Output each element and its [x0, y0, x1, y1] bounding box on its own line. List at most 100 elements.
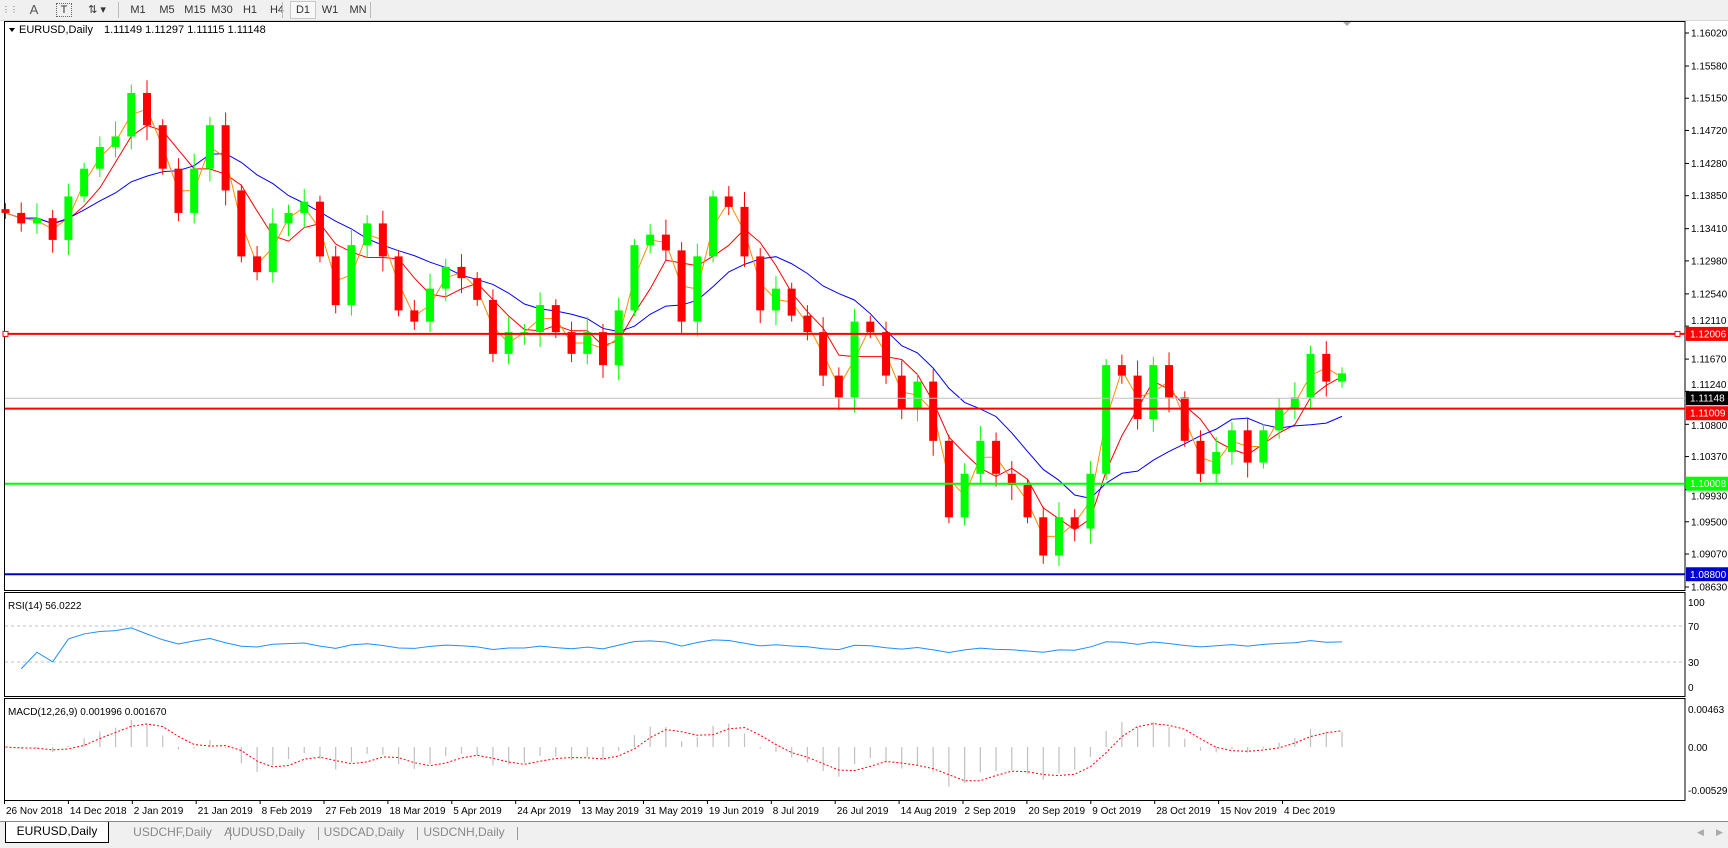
candle: [756, 248, 765, 324]
rsi-tick-label: 0: [1688, 683, 1694, 694]
scroll-left-arrow[interactable]: ◀: [1697, 827, 1704, 837]
time-axis-label: 4 Dec 2019: [1284, 806, 1336, 817]
price-tick-label: 1.12540: [1691, 289, 1728, 300]
candle: [363, 215, 372, 258]
timeframe-m5[interactable]: M5: [159, 4, 175, 16]
timeframe-h1[interactable]: H1: [242, 4, 258, 16]
line-handle[interactable]: [2, 330, 9, 337]
time-axis-label: 26 Nov 2018: [6, 806, 63, 817]
text-a-icon[interactable]: A: [29, 2, 39, 17]
tab-usdchf[interactable]: USDCHF,Daily: [133, 825, 212, 839]
horizontal-line-price-label: 1.08800: [1690, 570, 1727, 581]
tab-usdcnh[interactable]: USDCNH,Daily: [423, 825, 505, 839]
rsi-pane: [4, 592, 1686, 697]
candle: [457, 254, 466, 294]
candle: [95, 136, 104, 177]
candle: [127, 84, 136, 150]
timeframe-m1[interactable]: M1: [130, 4, 146, 16]
price-tick-label: 1.12980: [1691, 256, 1728, 267]
time-axis-label: 31 May 2019: [645, 806, 703, 817]
macd-tick-label: 0.00: [1688, 743, 1708, 754]
candle: [850, 308, 859, 413]
candle: [1227, 422, 1236, 465]
tab-usdcad[interactable]: USDCAD,Daily: [323, 825, 405, 839]
candle: [677, 242, 686, 335]
current-price-label: 1.11148: [1690, 394, 1725, 405]
candle: [284, 204, 293, 237]
timeframe-d1[interactable]: D1: [290, 1, 316, 19]
candle: [1306, 345, 1315, 411]
macd-tick-label: -0.005299: [1688, 786, 1728, 797]
candle: [17, 202, 26, 232]
candle: [1275, 398, 1284, 439]
timeframe-m30[interactable]: M30: [211, 4, 233, 16]
toolbar: ⋮⋮ A T ⇅ ▾ M1 M5 M15 M30 H1 H4 D1 W1 MN: [0, 0, 1728, 21]
candle: [1070, 509, 1079, 542]
candle: [724, 185, 733, 216]
price-tick-label: 1.11670: [1691, 355, 1727, 366]
collapse-triangle-icon[interactable]: [9, 28, 15, 32]
horizontal-line-price-label: 1.11009: [1690, 409, 1726, 420]
line-handle[interactable]: [1674, 330, 1681, 337]
candle: [1117, 354, 1126, 384]
timeframe-mn[interactable]: MN: [349, 4, 367, 16]
macd-label: MACD(12,26,9) 0.001996 0.001670: [8, 707, 167, 718]
scroll-right-arrow[interactable]: ▶: [1716, 827, 1723, 837]
candle: [32, 203, 41, 234]
candle: [331, 245, 340, 314]
price-pane: [4, 21, 1686, 591]
tab-separator: [417, 827, 418, 840]
candle: [347, 230, 356, 316]
candle: [771, 275, 780, 326]
time-axis-label: 14 Dec 2018: [70, 806, 127, 817]
candle: [551, 299, 560, 339]
candle: [300, 188, 309, 228]
candle: [64, 183, 73, 255]
toolbar-separator: [370, 2, 371, 18]
candle: [410, 299, 419, 330]
tab-separator: [318, 827, 319, 840]
timeframe-m15[interactable]: M15: [184, 4, 206, 16]
timeframe-w1[interactable]: W1: [321, 4, 339, 16]
time-axis-label: 5 Apr 2019: [453, 806, 502, 817]
price-label-box: [1686, 326, 1728, 341]
candle: [661, 219, 670, 261]
price-tick-label: 1.15150: [1691, 94, 1728, 105]
price-tick-label: 1.14720: [1691, 126, 1728, 137]
candle: [1259, 424, 1268, 469]
arrows-icon[interactable]: ⇅ ▾: [88, 4, 106, 16]
time-axis-label: 15 Nov 2019: [1220, 806, 1277, 817]
candle: [598, 323, 607, 378]
time-axis-label: 28 Oct 2019: [1156, 806, 1211, 817]
time-axis-label: 8 Jul 2019: [773, 806, 820, 817]
candle: [1086, 461, 1095, 544]
candle: [174, 158, 183, 222]
candle: [237, 184, 246, 263]
candle: [48, 209, 57, 253]
rsi-tick-label: 100: [1688, 598, 1705, 609]
chart-symbol-label: EURUSD,Daily: [19, 24, 93, 36]
candle: [536, 292, 545, 348]
candle: [929, 368, 938, 456]
chart-shift-marker[interactable]: [1343, 22, 1351, 26]
price-tick-label: 1.13850: [1691, 191, 1728, 202]
candle: [1039, 506, 1048, 564]
candle: [1338, 367, 1346, 388]
candle: [740, 191, 749, 267]
tab-eurusd[interactable]: EURUSD,Daily: [5, 822, 109, 843]
horizontal-line-price-label: 1.10008: [1690, 479, 1727, 490]
timeframe-h4[interactable]: H4: [269, 4, 285, 16]
horizontal-line-price-label: 1.12006: [1690, 329, 1727, 340]
candle: [1054, 502, 1063, 567]
time-axis-label: 8 Feb 2019: [262, 806, 313, 817]
tab-audusd[interactable]: AUDUSD,Daily: [224, 825, 305, 839]
text-label-icon[interactable]: T: [56, 3, 72, 17]
candle: [143, 80, 152, 141]
price-tick-label: 1.16020: [1691, 29, 1728, 40]
candle: [1196, 430, 1205, 483]
candle: [1290, 382, 1299, 420]
chart-window[interactable]: 1.16020 1.15580 1.15150 1.14720 1.14280 1.138…: [0, 20, 1728, 820]
grid-icon[interactable]: ⋮⋮: [2, 5, 18, 14]
candle: [205, 116, 214, 182]
candle: [614, 297, 623, 381]
